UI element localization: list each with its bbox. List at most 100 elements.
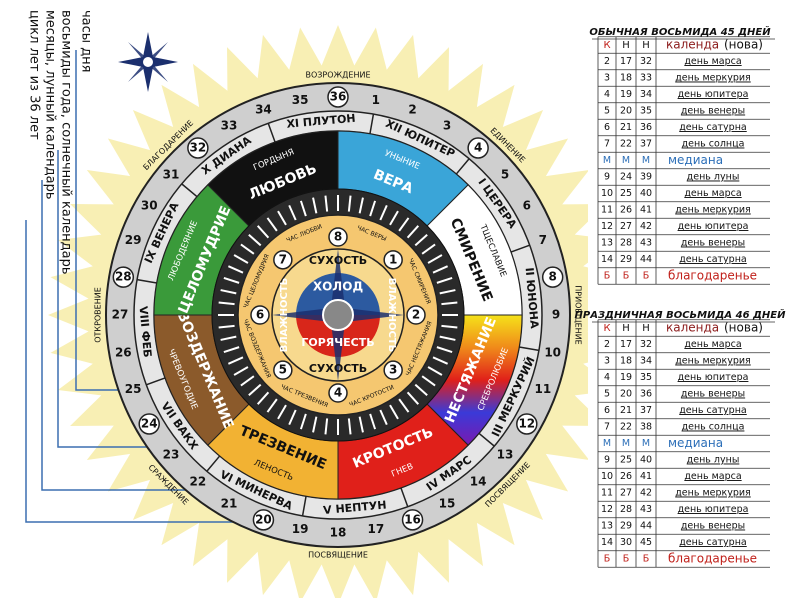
day-number: М [603, 155, 611, 166]
tick [324, 195, 329, 212]
header-label: календа [666, 321, 719, 335]
ring-phrase: ПОСВЯЩЕНИЕ [308, 551, 368, 560]
day-number: 40 [640, 455, 652, 466]
header-cell: К [603, 40, 610, 51]
tick [369, 200, 377, 217]
tick [389, 404, 399, 420]
tick [427, 254, 443, 264]
month-divider [455, 158, 470, 175]
year-circle [401, 509, 424, 531]
year-circle [327, 86, 349, 108]
day-name: день сатурна [679, 122, 747, 133]
day-number: М [642, 155, 650, 166]
tick [398, 217, 410, 232]
year-number: 1 [372, 93, 380, 107]
tick [223, 276, 240, 284]
day-number: 43 [640, 238, 652, 249]
day-number: 20 [620, 389, 632, 400]
tick [379, 409, 388, 426]
day-number: 44 [640, 521, 652, 532]
day-number: 29 [620, 254, 632, 265]
day-name: день юпитера [678, 372, 749, 383]
year-number: 28 [115, 270, 132, 284]
day-number: 32 [640, 56, 652, 67]
year-number: 10 [544, 345, 561, 359]
day-number: 38 [640, 422, 652, 433]
tick [312, 197, 318, 214]
header-note: (нова) [724, 321, 763, 335]
year-number: 3 [443, 119, 451, 133]
hour-number: 7 [279, 252, 287, 266]
year-number: 36 [330, 90, 347, 104]
ring-phrase: ПРИОБЩЕНИЕ [574, 285, 583, 344]
year-number: 9 [552, 308, 560, 322]
header-cell: Н [642, 323, 650, 334]
day-name: благодаренье [668, 269, 757, 283]
day-name: день луны [687, 455, 740, 466]
day-number: 26 [620, 205, 632, 216]
tick [266, 217, 278, 232]
day-name: день юпитера [678, 504, 749, 515]
table-title: ОБЫЧНАЯ ВОСЬМИДА 45 ДНЕЙ [589, 25, 771, 38]
day-number: 4 [604, 372, 610, 383]
year-number: 15 [439, 496, 456, 510]
hour-circle [250, 305, 270, 325]
tick [312, 416, 318, 433]
day-name: день марса [684, 339, 741, 350]
day-number: 40 [640, 188, 652, 199]
day-number: 27 [620, 488, 632, 499]
day-number: 37 [640, 139, 652, 150]
day-name: день венеры [681, 238, 745, 249]
year-number: 29 [125, 233, 142, 247]
day-number: 5 [604, 389, 610, 400]
hour-number: 8 [334, 230, 342, 244]
tick [218, 301, 235, 306]
year-number: 30 [141, 199, 158, 213]
tick [256, 225, 270, 239]
hour-number: 1 [389, 252, 397, 266]
table-panel [588, 0, 790, 598]
month-divider [510, 244, 530, 253]
day-number: 34 [640, 356, 652, 367]
year-number: 12 [518, 417, 535, 431]
tick [427, 366, 443, 376]
tick [299, 200, 307, 217]
center-top: СУХОСТЬ [309, 254, 367, 267]
left-label: месяцы, лунный календарь [43, 10, 58, 200]
ring-phrase: ВОЗРОЖДЕНИЕ [305, 71, 370, 80]
day-number: 12 [601, 504, 613, 515]
day-number: 43 [640, 504, 652, 515]
day-number: 19 [620, 89, 632, 100]
day-number: 9 [604, 455, 610, 466]
tick [406, 391, 420, 405]
day-number: 30 [620, 537, 632, 548]
day-name: день марса [684, 188, 741, 199]
year-number: 32 [190, 141, 207, 155]
tick [256, 391, 270, 405]
year-circle [187, 137, 209, 159]
day-number: 27 [620, 221, 632, 232]
year-number: 35 [292, 93, 309, 107]
header-cell: К [603, 323, 610, 334]
day-number: М [622, 155, 630, 166]
left-label: часы дня [79, 10, 94, 73]
tick [299, 413, 307, 430]
month-divider [519, 346, 540, 352]
tick [389, 210, 399, 226]
day-number: 29 [620, 521, 632, 532]
day-number: 22 [620, 139, 632, 150]
day-number: 17 [620, 56, 632, 67]
tick [421, 375, 436, 387]
tick [288, 409, 297, 426]
day-number: 10 [601, 188, 613, 199]
day-number: М [642, 438, 650, 449]
day-number: 6 [604, 122, 610, 133]
day-number: 4 [604, 89, 610, 100]
tick [223, 346, 240, 354]
hour-circle [273, 250, 293, 270]
year-number: 8 [549, 270, 557, 284]
tick [414, 233, 428, 247]
day-name: день марса [684, 56, 741, 67]
tick [227, 356, 244, 365]
